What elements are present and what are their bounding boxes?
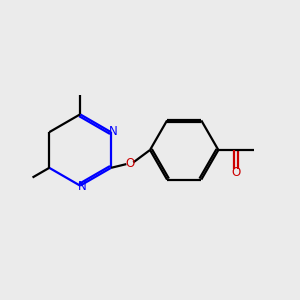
Text: O: O bbox=[232, 167, 241, 179]
Text: N: N bbox=[78, 180, 87, 193]
Text: O: O bbox=[125, 157, 134, 170]
Text: N: N bbox=[109, 125, 118, 138]
